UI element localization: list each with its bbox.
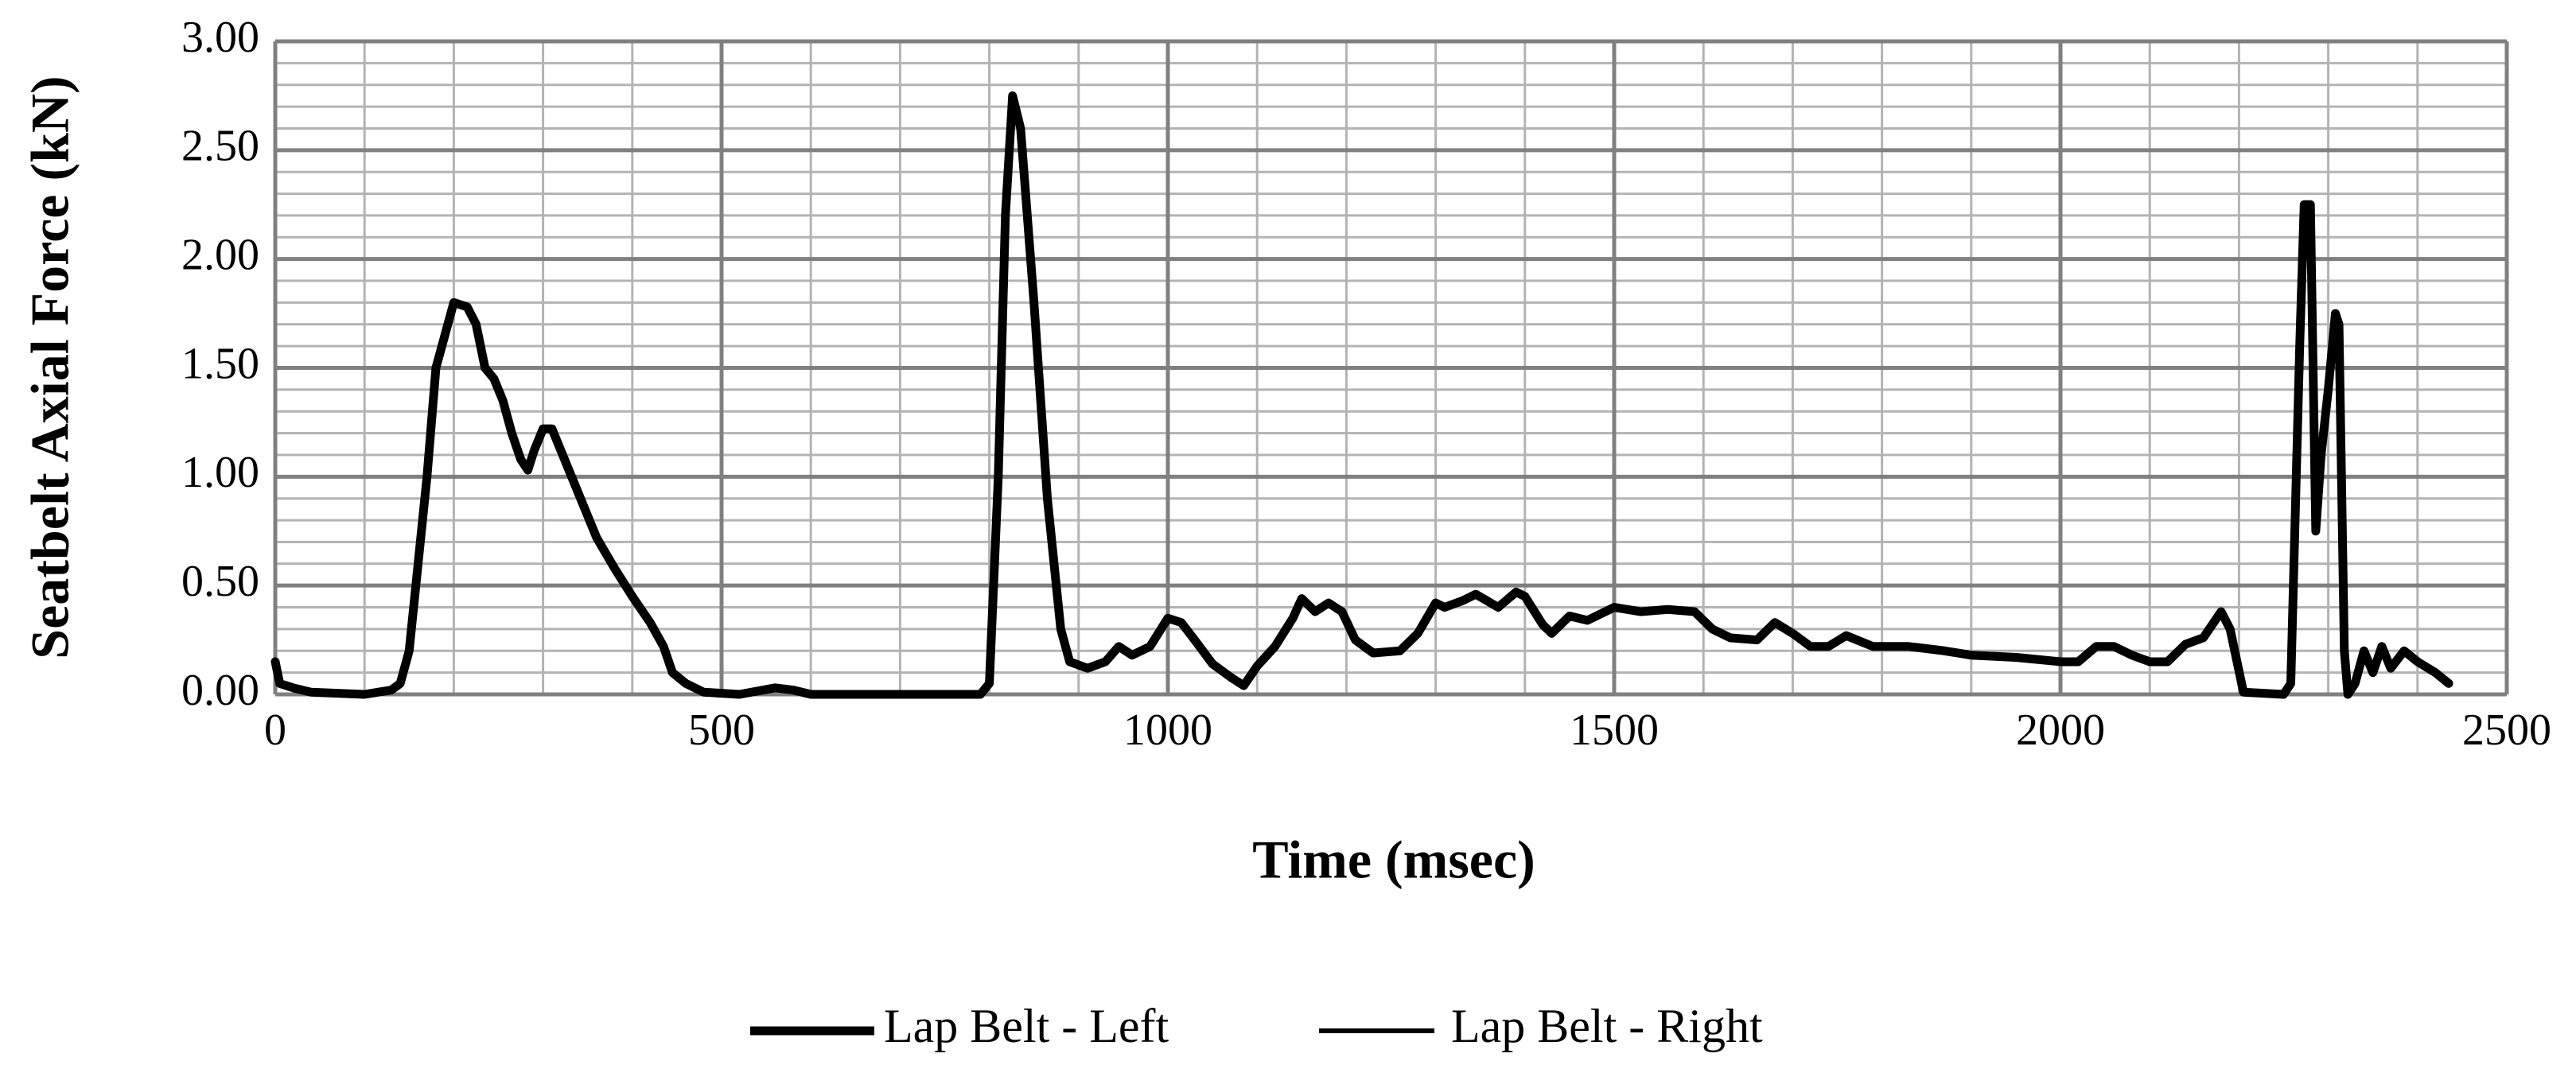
line-series: [273, 93, 2452, 697]
x-tick-label: 0: [264, 706, 286, 755]
x-tick-label: 500: [688, 706, 755, 755]
y-tick-label: 0.50: [181, 557, 259, 606]
y-tick-label: 1.00: [181, 448, 259, 497]
y-tick-label: 1.50: [181, 339, 259, 388]
x-tick-label: 2000: [2016, 706, 2105, 755]
ticks: 0 500 1000 1500 2000 2500 0.00 0.50 1.00 1.50 2.00…: [181, 13, 2551, 755]
legend-label: Lap Belt - Right: [1451, 1000, 1763, 1052]
y-tick-label: 0.00: [181, 666, 259, 715]
x-tick-label: 2500: [2462, 706, 2551, 755]
y-axis-title: Seatbelt Axial Force (kN): [20, 76, 80, 659]
y-tick-label: 2.50: [181, 122, 259, 171]
x-axis-title: Time (msec): [1252, 830, 1535, 890]
grid: [273, 39, 2509, 697]
lines: [270, 91, 2453, 699]
x-tick-label: 1000: [1123, 706, 1212, 755]
legend: Lap Belt - Left Lap Belt - Right: [750, 1000, 1763, 1052]
y-tick-label: 3.00: [181, 13, 259, 62]
legend-label: Lap Belt - Left: [884, 1000, 1169, 1052]
x-tick-label: 1500: [1570, 706, 1659, 755]
y-tick-label: 2.00: [181, 231, 259, 280]
